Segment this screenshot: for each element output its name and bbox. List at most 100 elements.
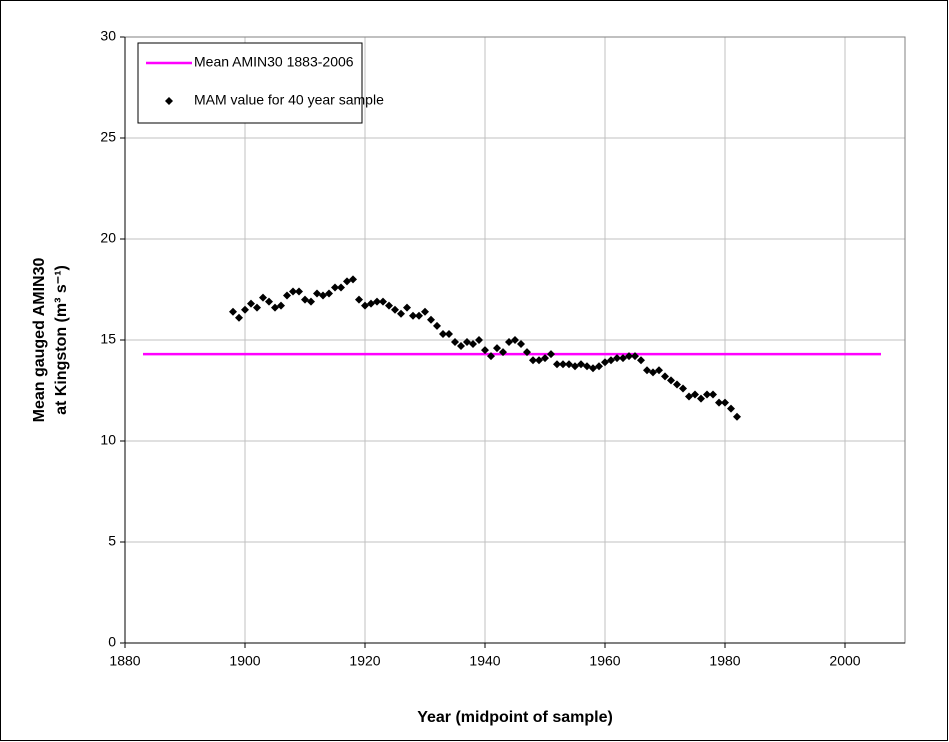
y-tick-label: 10 (100, 432, 116, 448)
point (463, 338, 471, 347)
point (691, 390, 699, 399)
point (337, 283, 345, 292)
point (631, 352, 639, 361)
point (493, 344, 501, 353)
x-tick-label: 1880 (109, 653, 140, 669)
legend-label: Mean AMIN30 1883-2006 (194, 54, 354, 70)
point (541, 354, 549, 363)
point (619, 354, 627, 363)
point (475, 336, 483, 344)
point (259, 293, 267, 302)
point (355, 295, 363, 304)
point (241, 305, 249, 314)
y-axis-title: Mean gauged AMIN30 (31, 258, 48, 423)
point (349, 275, 357, 284)
point (433, 321, 441, 330)
point (271, 303, 279, 312)
y-axis-title: at Kingston (m³ s⁻¹) (53, 265, 70, 415)
point (583, 362, 591, 371)
x-tick-label: 1900 (229, 653, 260, 669)
point (667, 376, 675, 385)
point (643, 366, 651, 375)
legend-box (137, 42, 363, 124)
point (445, 329, 453, 338)
point (361, 301, 369, 310)
point (709, 390, 717, 399)
point (385, 301, 393, 310)
point (571, 362, 579, 371)
y-tick-label: 15 (100, 331, 116, 347)
point (523, 348, 531, 357)
point (607, 356, 615, 365)
point (505, 338, 513, 347)
point (373, 297, 381, 306)
point (391, 305, 399, 314)
x-tick-label: 1980 (709, 653, 740, 669)
point (289, 287, 297, 296)
point (451, 338, 459, 347)
point (235, 313, 243, 322)
y-tick-label: 30 (100, 28, 116, 44)
point (331, 283, 339, 292)
point (673, 380, 681, 389)
point (397, 309, 405, 318)
point (565, 360, 573, 369)
point (319, 291, 327, 300)
point (481, 346, 489, 355)
point (697, 394, 705, 403)
point (283, 291, 291, 300)
point (535, 356, 543, 365)
point (511, 336, 519, 344)
point (625, 352, 633, 361)
x-tick-label: 2000 (829, 653, 860, 669)
legend-label: MAM value for 40 year sample (194, 92, 384, 108)
point (721, 398, 729, 407)
point (553, 360, 561, 369)
point (589, 364, 597, 373)
point (277, 301, 285, 310)
point (325, 289, 333, 298)
x-tick-label: 1960 (589, 653, 620, 669)
point (547, 350, 555, 359)
point (679, 384, 687, 393)
point (415, 311, 423, 320)
y-tick-label: 20 (100, 230, 116, 246)
point (367, 299, 375, 308)
point (409, 311, 417, 320)
x-tick-label: 1940 (469, 653, 500, 669)
point (637, 356, 645, 365)
point (307, 297, 315, 306)
point (343, 277, 351, 286)
point (265, 297, 273, 306)
point (427, 315, 435, 324)
legend-swatch (165, 97, 173, 105)
point (247, 299, 255, 308)
point (469, 340, 477, 349)
point (517, 340, 525, 349)
point (613, 354, 621, 363)
point (601, 358, 609, 367)
point (439, 329, 447, 338)
point (229, 307, 237, 316)
x-axis-title: Year (midpoint of sample) (417, 709, 613, 726)
point (655, 366, 663, 375)
y-tick-label: 25 (100, 129, 116, 145)
y-tick-label: 0 (108, 634, 116, 650)
point (661, 372, 669, 381)
point (295, 287, 303, 296)
point (499, 348, 507, 357)
point (727, 404, 735, 413)
point (421, 307, 429, 316)
point (301, 295, 309, 304)
point (253, 303, 261, 312)
point (577, 360, 585, 369)
point (703, 390, 711, 399)
point (379, 297, 387, 306)
point (733, 412, 741, 421)
point (685, 392, 693, 401)
point (487, 352, 495, 361)
y-tick-label: 5 (108, 533, 116, 549)
x-tick-label: 1920 (349, 653, 380, 669)
point (403, 303, 411, 312)
